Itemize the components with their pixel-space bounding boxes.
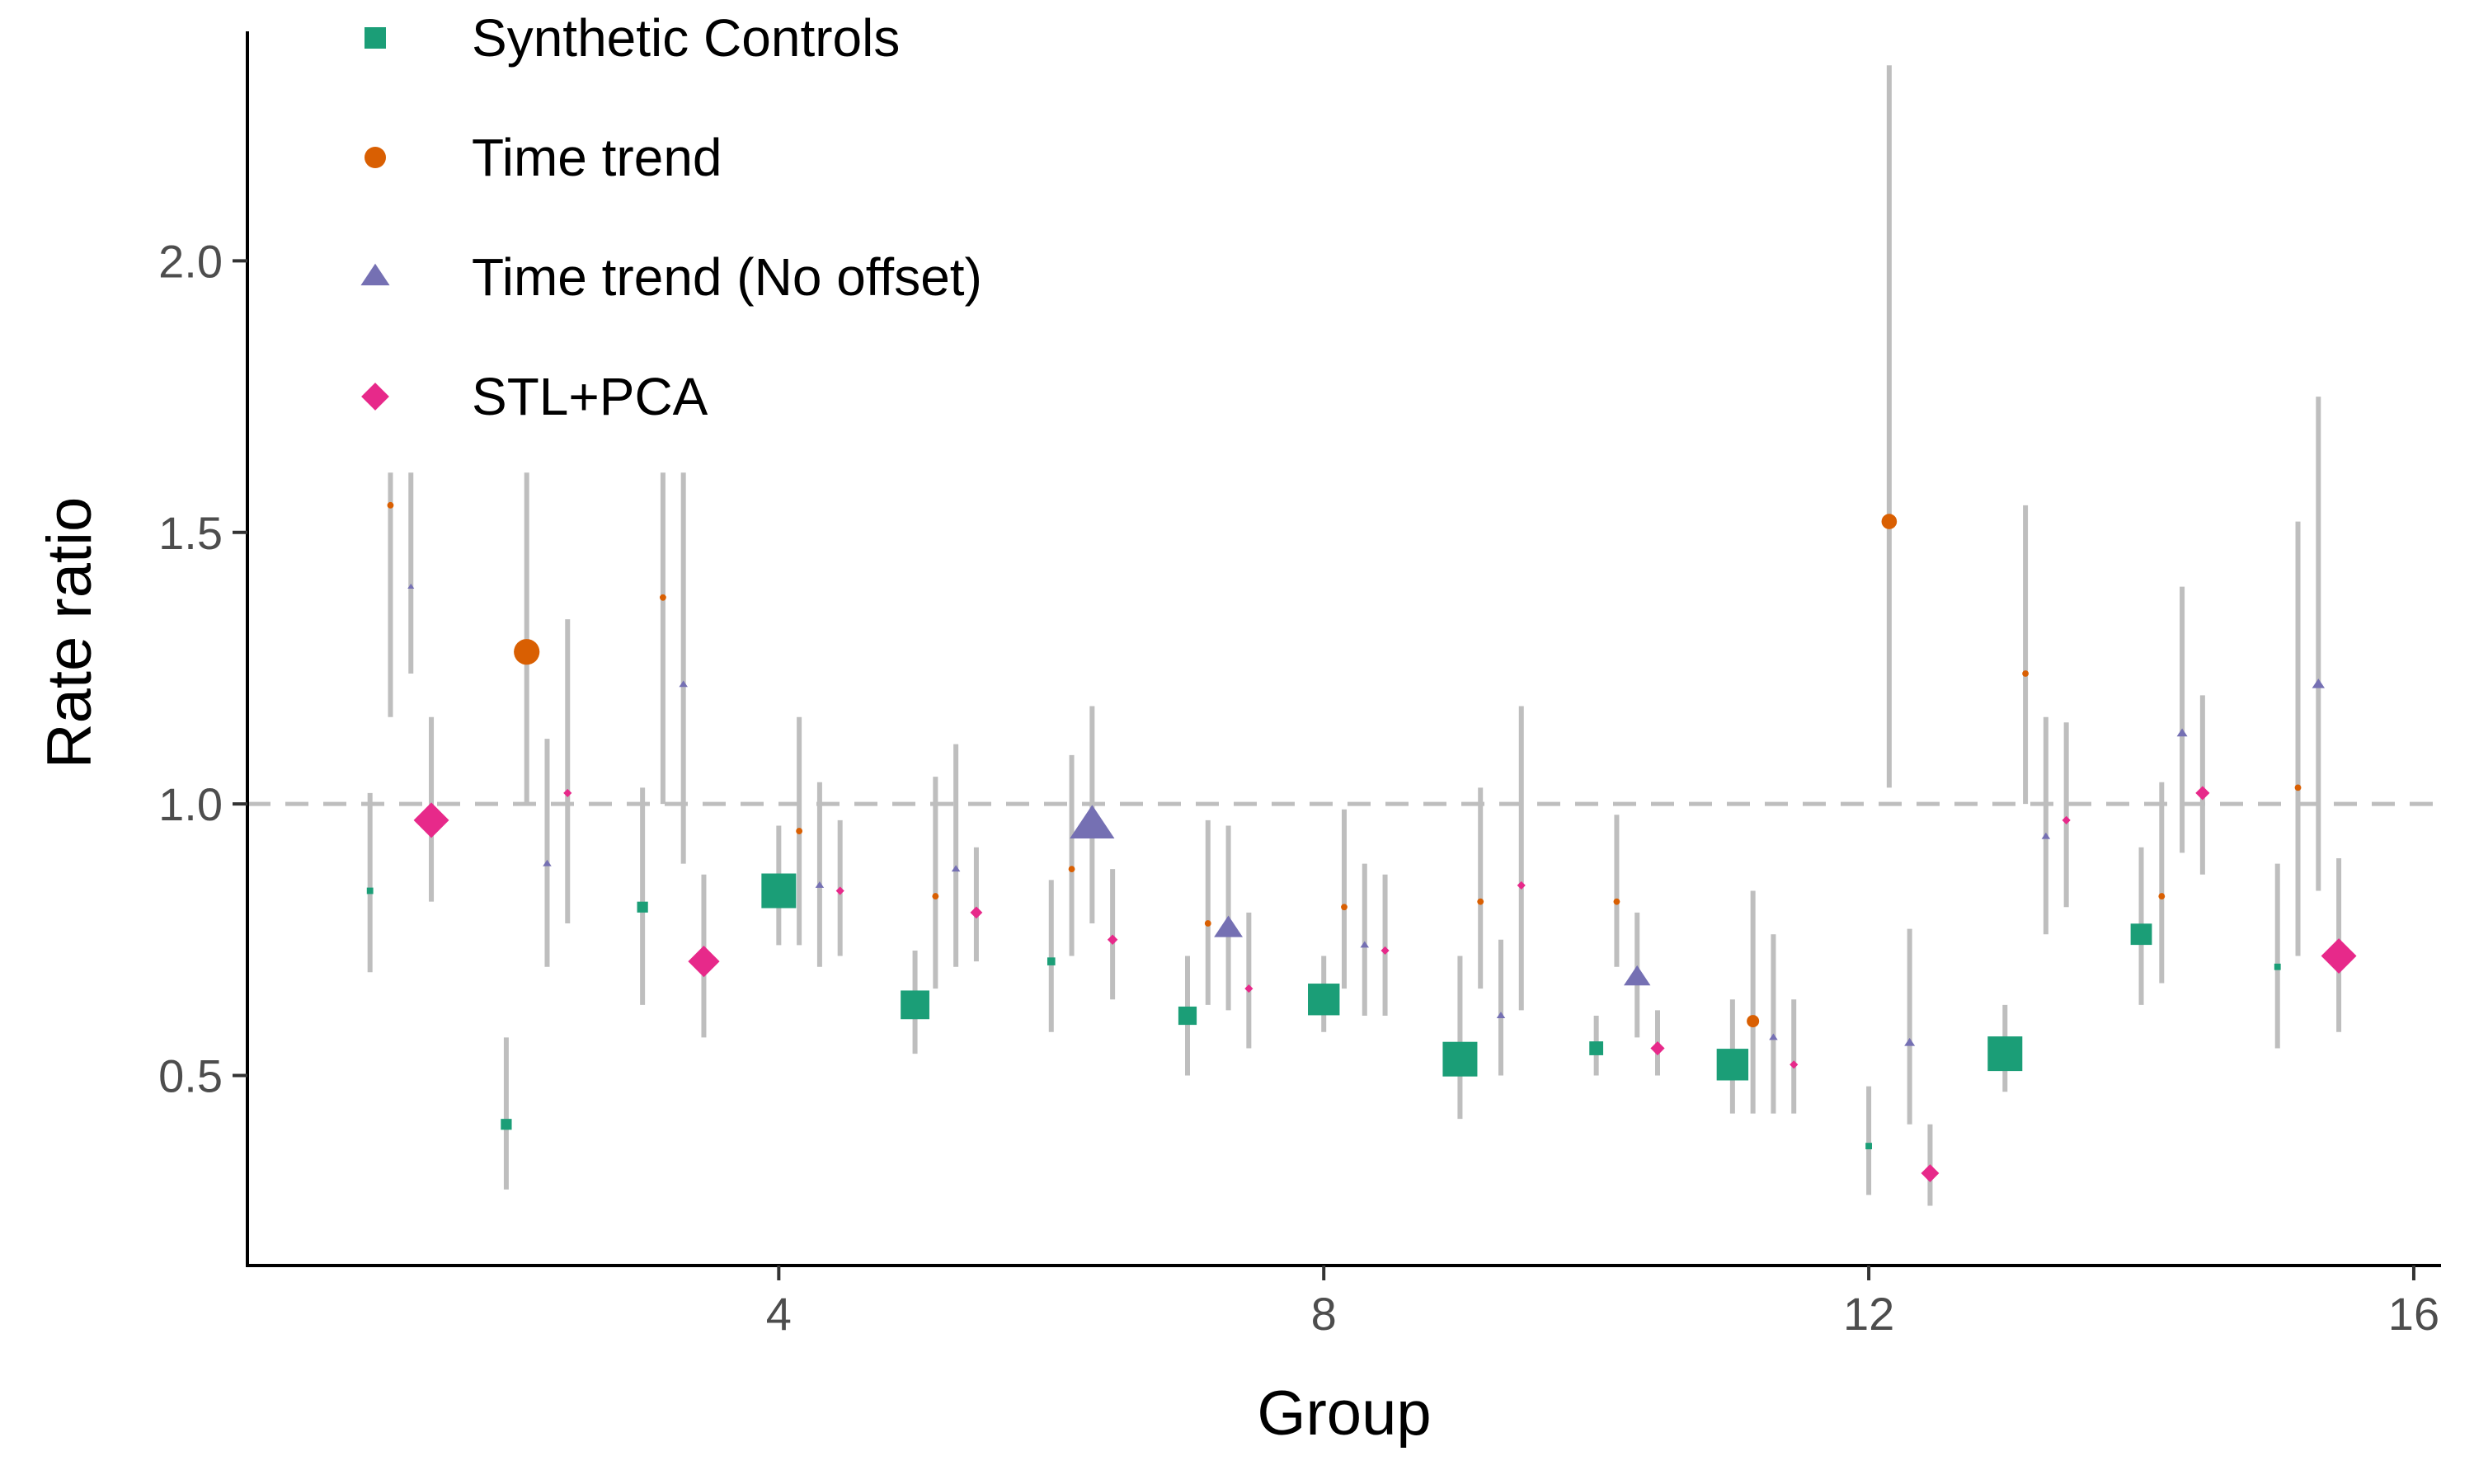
synthetic-controls-point [1047,957,1056,965]
stl-pca-point [1921,1164,1940,1182]
legend-label: Time trend (No offset) [472,247,982,307]
stl-pca-point [1650,1040,1665,1056]
time-trend-no-offset-point [1904,1037,1916,1046]
time-trend-no-offset-point [1624,965,1651,986]
plot-area [247,65,2441,1206]
time-trend-no-offset-point [679,680,688,688]
time-trend-point [1341,904,1348,911]
time-trend-no-offset-point [1214,915,1243,937]
synthetic-controls-point [1178,1006,1197,1026]
x-tick-label: 8 [1311,1288,1337,1340]
time-trend-no-offset-point [2041,832,2051,839]
stl-pca-point [1244,984,1253,993]
synthetic-controls-point [2274,963,2281,970]
legend-key-time-trend [365,147,386,168]
legend-label: STL+PCA [472,367,708,426]
time-trend-point [514,639,540,665]
time-trend-point [387,501,394,509]
synthetic-controls-point [1865,1143,1872,1149]
legend-key-stl-pca [361,383,389,411]
synthetic-controls-point [1308,984,1340,1016]
stl-pca-point [835,886,844,895]
x-tick-label: 12 [1843,1288,1894,1340]
stl-pca-point [2195,786,2210,801]
stl-pca-point [2321,938,2357,974]
legend-key-synthetic-controls [365,27,386,49]
synthetic-controls-point [366,887,374,895]
time-trend-point [1747,1015,1760,1028]
time-trend-no-offset-point [2176,728,2188,737]
time-trend-point [1613,898,1620,905]
synthetic-controls-point [1716,1049,1749,1081]
time-trend-point [1204,920,1211,927]
axes: 0.5 1.0 1.5 2.0 4 8 12 16 Group Rate ratio [35,31,2441,1449]
time-trend-point [796,828,803,834]
time-trend-no-offset-point [407,583,415,589]
stl-pca-point [970,906,983,919]
time-trend-point [2022,670,2029,677]
legend-key-time-trend-no-offset [360,263,390,286]
synthetic-controls-point [501,1119,512,1130]
synthetic-controls-point [761,873,797,909]
stl-pca-point [2062,815,2071,824]
stl-pca-point [413,802,449,838]
stl-pca-point [1380,946,1390,956]
stl-pca-point [1790,1060,1799,1069]
y-axis-title: Rate ratio [35,497,105,769]
time-trend-point [1068,866,1075,873]
time-trend-point [660,594,666,601]
x-tick-label: 16 [2388,1288,2439,1340]
y-tick-label: 0.5 [158,1050,223,1101]
time-trend-point [2158,893,2166,899]
time-trend-no-offset-point [1769,1033,1778,1040]
legend-label: Time trend [472,128,722,187]
time-trend-no-offset-point [543,859,552,866]
time-trend-no-offset-point [1496,1012,1506,1019]
stl-pca-point [1517,881,1526,890]
y-axis-ticks: 0.5 1.0 1.5 2.0 [158,235,247,1101]
x-axis-title: Group [1257,1378,1431,1449]
time-trend-no-offset-point [1070,805,1115,839]
synthetic-controls-point [637,901,648,913]
time-trend-no-offset-point [815,881,825,888]
stl-pca-point [688,946,720,978]
time-trend-no-offset-point [1360,941,1370,948]
synthetic-controls-point [1987,1036,2023,1072]
time-trend-no-offset-point [951,865,961,872]
synthetic-controls-point [1589,1041,1604,1055]
synthetic-controls-point [1442,1041,1478,1077]
time-trend-point [2294,784,2302,791]
stl-pca-point [1107,934,1118,946]
y-tick-label: 2.0 [158,235,223,287]
legend: Synthetic Controls Time trend Time trend (… [360,8,982,426]
time-trend-point [1477,898,1484,905]
x-tick-label: 4 [766,1288,792,1340]
y-tick-label: 1.5 [158,507,223,559]
synthetic-controls-point [901,990,929,1020]
legend-label: Synthetic Controls [472,8,900,68]
stl-pca-point [563,788,572,798]
y-tick-label: 1.0 [158,778,223,830]
time-trend-point [932,893,939,899]
time-trend-point [1881,514,1898,529]
synthetic-controls-point [2130,923,2152,946]
time-trend-no-offset-point [2312,679,2325,688]
x-axis-ticks: 4 8 12 16 [766,1266,2439,1340]
